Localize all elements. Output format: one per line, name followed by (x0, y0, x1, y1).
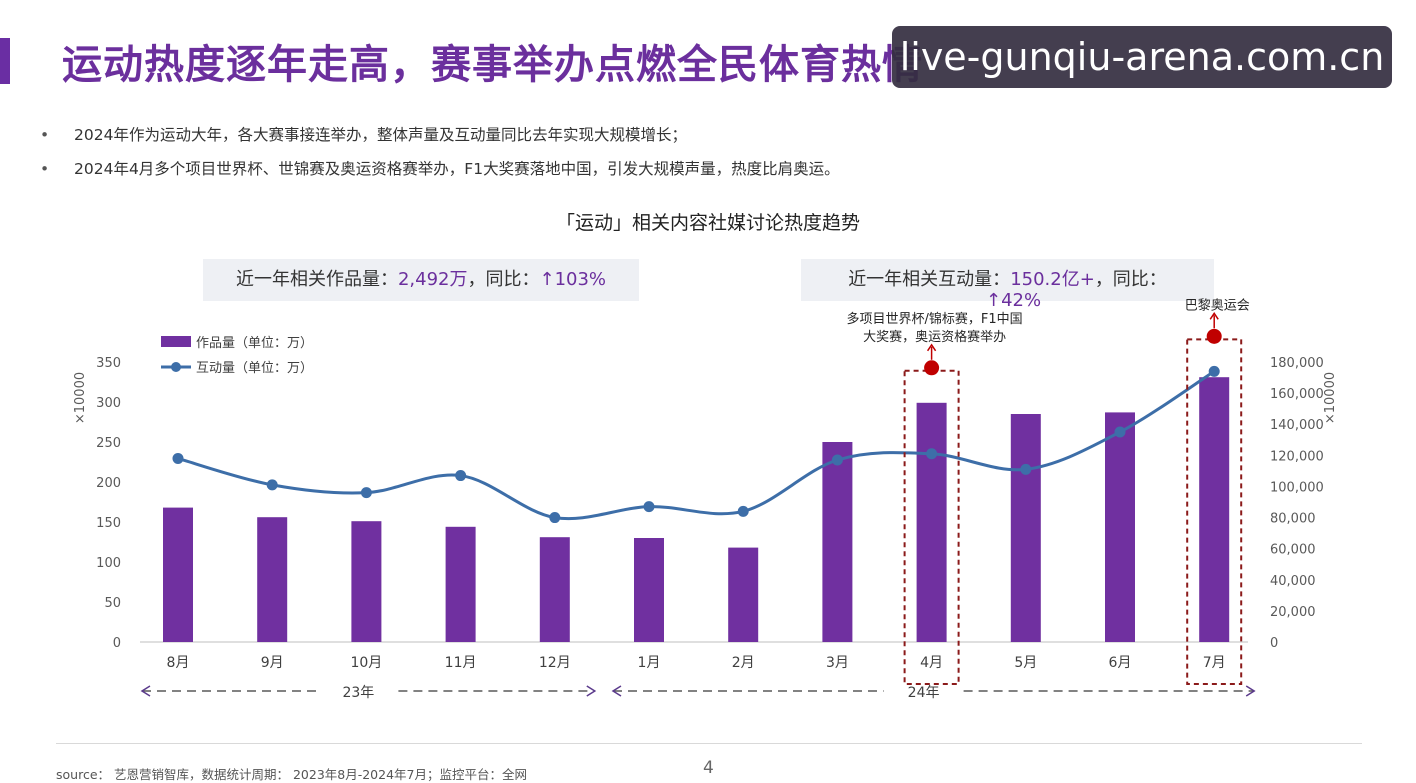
x-tick-label: 12月 (539, 655, 571, 671)
interaction-point (831, 454, 843, 466)
left-y-tick-label: 50 (104, 596, 121, 611)
legend-bar-swatch (161, 336, 191, 347)
right-y-tick-label: 0 (1270, 636, 1278, 651)
right-y-tick-label: 160,000 (1270, 387, 1324, 402)
interaction-point (1020, 463, 1032, 475)
x-tick-label: 9月 (261, 655, 284, 671)
x-tick-label: 11月 (445, 655, 477, 671)
event-arrow-head (1209, 311, 1219, 320)
interaction-point (926, 448, 938, 460)
bar (822, 442, 853, 642)
left-y-tick-label: 150 (96, 516, 121, 531)
interaction-point (172, 452, 184, 464)
event-marker (924, 360, 940, 376)
bullet-list: 2024年作为运动大年，各大赛事接连举办，整体声量及互动量同比去年实现大规模增长… (40, 118, 840, 186)
works-volume-stat: 近一年相关作品量：2,492万，同比：↑103% (203, 259, 639, 301)
interaction-point (549, 512, 561, 524)
event-marker (1206, 328, 1222, 344)
year-label: 23年 (342, 685, 374, 701)
event-annotation: 多项目世界杯/锦标赛，F1中国 (847, 311, 1023, 327)
right-y-tick-label: 80,000 (1270, 512, 1316, 527)
bullet-item: 2024年4月多个项目世界杯、世锦赛及奥运资格赛举办，F1大奖赛落地中国，引发大… (40, 152, 840, 186)
bar (163, 507, 193, 642)
bullet-item: 2024年作为运动大年，各大赛事接连举办，整体声量及互动量同比去年实现大规模增长… (40, 118, 840, 152)
interaction-volume-stat: 近一年相关互动量：150.2亿+，同比： (801, 259, 1214, 301)
left-y-tick-label: 0 (113, 636, 121, 651)
bar (728, 547, 759, 642)
x-tick-label: 2月 (732, 655, 755, 671)
watermark-overlay: live-gunqiu-arena.com.cn (892, 26, 1392, 88)
bar (539, 537, 570, 642)
x-tick-label: 7月 (1203, 655, 1226, 671)
right-y-tick-label: 120,000 (1270, 449, 1324, 464)
right-y-tick-label: 100,000 (1270, 480, 1324, 495)
year-range-arrow-left (140, 685, 151, 697)
interaction-volume-label: 近一年相关互动量： (848, 269, 1011, 290)
left-y-tick-label: 200 (96, 476, 121, 491)
year-range-arrow-right (1245, 685, 1256, 697)
year-range-arrow-left (611, 685, 622, 697)
bar (445, 526, 476, 642)
bar (634, 538, 664, 642)
interaction-point (360, 487, 372, 499)
right-y-tick-label: 20,000 (1270, 605, 1316, 620)
works-volume-value: 2,492万 (397, 269, 468, 290)
chart-title: 「运动」相关内容社媒讨论热度趋势 (555, 212, 860, 234)
footer-divider (56, 743, 1362, 744)
interaction-point (1114, 426, 1126, 438)
right-y-tick-label: 140,000 (1270, 418, 1324, 433)
legend-line-label: 互动量（单位：万） (196, 361, 313, 376)
x-tick-label: 4月 (920, 655, 943, 671)
page-title: 运动热度逐年走高，赛事举办点燃全民体育热情 (62, 42, 923, 88)
event-annotation: 巴黎奥运会 (1185, 298, 1250, 313)
interaction-point (737, 505, 749, 517)
works-yoy-value: ↑103% (539, 269, 607, 290)
left-y-tick-label: 300 (96, 396, 121, 411)
left-y-tick-label: 100 (96, 556, 121, 571)
bar (1105, 412, 1135, 642)
bar (1010, 414, 1041, 642)
bar (916, 402, 947, 642)
x-tick-label: 1月 (638, 655, 661, 671)
right-y-tick-label: 60,000 (1270, 543, 1316, 558)
interaction-point (455, 470, 467, 482)
right-y-tick-label: 40,000 (1270, 574, 1316, 589)
interaction-yoy-label: ，同比： (1094, 269, 1167, 290)
left-y-multiplier: ×10000 (73, 372, 88, 424)
year-label: 24年 (908, 685, 940, 701)
works-yoy-label: ，同比： (467, 269, 540, 290)
x-tick-label: 5月 (1014, 655, 1037, 671)
interaction-volume-value: 150.2亿+ (1010, 269, 1095, 290)
bar (1199, 377, 1230, 642)
left-y-tick-label: 350 (96, 356, 121, 371)
source-note: source： 艺恩营销智库，数据统计周期： 2023年8月-2024年7月；监… (56, 767, 527, 782)
bar (257, 517, 288, 642)
interaction-line (177, 370, 1216, 521)
title-accent-bar (0, 38, 10, 84)
right-y-tick-label: 180,000 (1270, 356, 1324, 371)
right-y-multiplier: ×10000 (1323, 372, 1338, 424)
x-tick-label: 10月 (350, 655, 382, 671)
x-tick-label: 6月 (1109, 655, 1132, 671)
page-number: 4 (703, 758, 714, 778)
interaction-point (1208, 365, 1220, 377)
legend-bar-label: 作品量（单位：万） (196, 336, 313, 351)
interaction-point (266, 479, 278, 491)
interaction-point (643, 501, 655, 513)
year-range-arrow-right (586, 685, 597, 697)
event-arrow-head (926, 343, 937, 352)
event-annotation: 大奖赛，奥运资格赛举办 (863, 329, 1006, 345)
interaction-yoy-value: ↑42% (986, 290, 1042, 311)
left-y-tick-label: 250 (96, 436, 121, 451)
x-tick-label: 3月 (826, 655, 849, 671)
works-volume-label: 近一年相关作品量： (235, 269, 398, 290)
x-tick-label: 8月 (167, 655, 190, 671)
legend-line-marker (171, 362, 181, 372)
bar (351, 521, 382, 642)
